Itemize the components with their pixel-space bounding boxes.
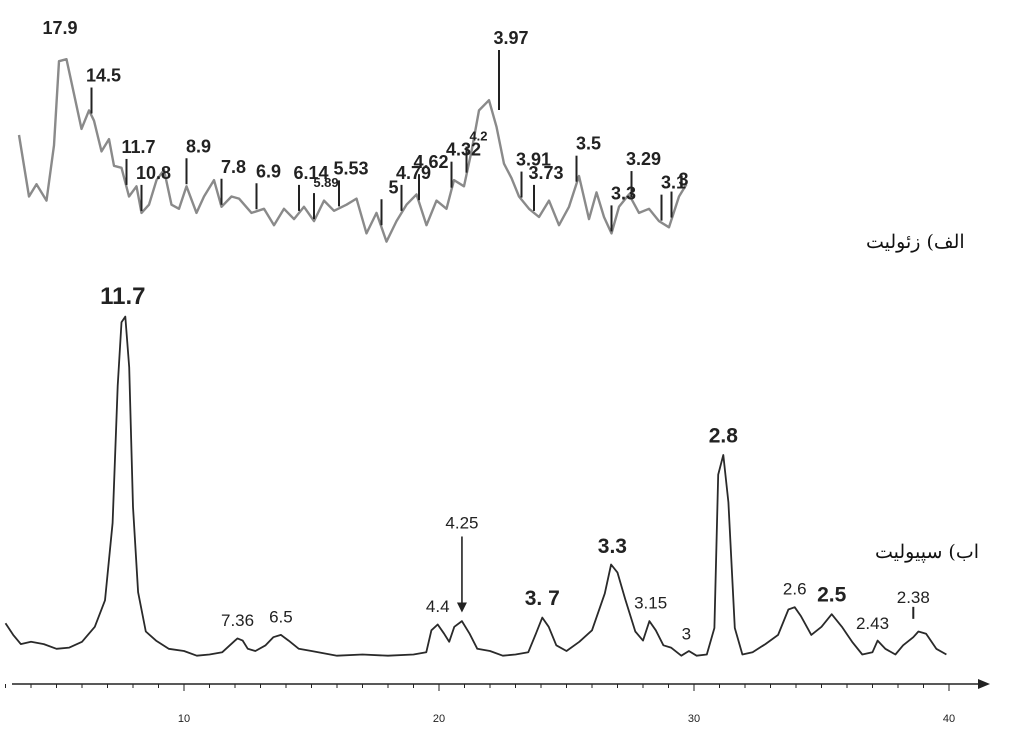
sepiolite-pattern: 11.7 7.36 6.5 4.4 4.25 3. 7 3.3 3.15 3 2.8 2.6 2.5 2… [4,283,947,657]
zeolite-peak-label: 4.62 [413,152,448,172]
zeolite-peak-label: 4.2 [469,129,487,144]
sepiolite-peak-label: 2.6 [783,580,807,599]
x-axis: 10 20 30 40 [5,679,990,725]
zeolite-peak-label: 3.73 [528,163,563,183]
sepiolite-peak-label: 2.5 [817,584,847,607]
zeolite-peak-label: 3.1 [661,173,686,193]
sepiolite-peak-label: 2.38 [897,588,930,607]
zeolite-peak-label: 10.8 [136,163,171,183]
sepiolite-peak-label: 2.43 [856,614,889,633]
x-tick-label: 20 [433,713,445,725]
zeolite-peak-label: 6.9 [256,161,281,181]
zeolite-pattern: 17.914.511.710.88.97.8 6.9 6.145.895.5354.… [17,18,689,243]
sepiolite-peak-label: 4.25 [445,513,478,532]
x-tick-label: 10 [178,713,190,725]
zeolite-peak-label: 5.89 [313,175,338,190]
zeolite-peak-label: 11.7 [121,137,155,157]
sepiolite-peak-label: 11.7 [100,283,145,310]
zeolite-peak-label: 3.3 [611,183,636,203]
sepiolite-peak-label: 3.3 [598,535,627,558]
peak-arrow-head [456,602,467,613]
zeolite-trace [17,58,688,243]
zeolite-peak-label: 3.29 [626,149,661,169]
zeolite-peak-label: 8.9 [186,136,211,156]
x-tick-label: 40 [943,713,955,725]
sepiolite-peak-label: 6.5 [269,607,293,626]
zeolite-peak-label: 3.97 [493,28,528,48]
zeolite-peak-label: 4.79 [396,163,431,183]
zeolite-peak-label: 3 [678,170,688,190]
zeolite-peak-label: 4.32 [446,140,481,160]
sepiolite-peak-label: 3 [682,625,691,644]
sepiolite-panel-label: اب) سپیولیت [875,541,979,563]
zeolite-peak-label: 5.53 [333,158,368,178]
zeolite-peak-label: 3.91 [516,150,551,170]
x-tick-label: 30 [688,713,700,725]
zeolite-peak-label: 5 [388,177,398,197]
zeolite-peak-label: 14.5 [86,66,121,86]
x-axis-arrowhead [978,679,990,689]
zeolite-peak-label: 7.8 [221,157,246,177]
sepiolite-peak-label: 2.8 [709,424,739,447]
zeolite-panel-label: الف) زئولیت [866,231,965,253]
sepiolite-trace [4,315,947,657]
sepiolite-peak-label: 7.36 [221,611,254,630]
sepiolite-peak-label: 4.4 [426,597,450,616]
zeolite-peak-label: 6.14 [293,163,328,183]
sepiolite-peak-label: 3.15 [634,593,667,612]
zeolite-peak-label: 3.5 [576,134,601,154]
zeolite-peak-label: 17.9 [42,18,77,38]
sepiolite-peak-label: 3. 7 [525,587,560,610]
